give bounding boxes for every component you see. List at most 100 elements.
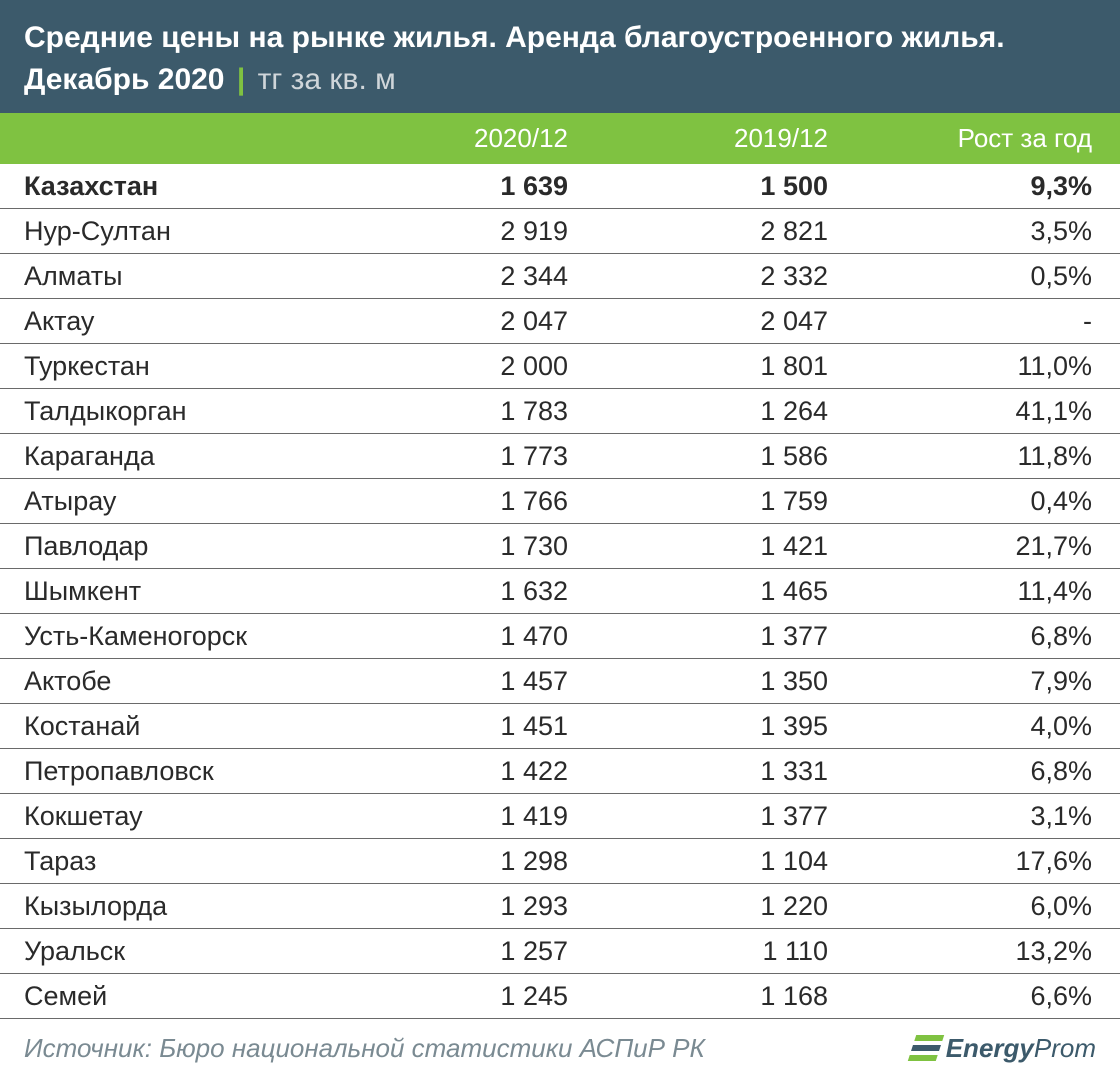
cell-2019-value: 1 377: [600, 793, 860, 838]
cell-2019-value: 1 350: [600, 658, 860, 703]
cell-region-name: Туркестан: [0, 343, 340, 388]
header-title: Средние цены на рынке жилья. Аренда благ…: [24, 18, 1096, 59]
cell-region-name: Караганда: [0, 433, 340, 478]
header-unit: тг за кв. м: [258, 63, 396, 96]
footer-source: Источник: Бюро национальной статистики А…: [24, 1033, 705, 1064]
cell-2020-value: 1 766: [340, 478, 600, 523]
cell-region-name: Атырау: [0, 478, 340, 523]
cell-region-name: Кызылорда: [0, 883, 340, 928]
cell-region-name: Шымкент: [0, 568, 340, 613]
table-row: Петропавловск1 4221 3316,8%: [0, 748, 1120, 793]
cell-2019-value: 2 047: [600, 298, 860, 343]
logo-text: EnergyProm: [946, 1033, 1096, 1064]
cell-2020-value: 1 773: [340, 433, 600, 478]
table-row: Семей1 2451 1686,6%: [0, 973, 1120, 1018]
cell-growth-value: 7,9%: [860, 658, 1120, 703]
cell-growth-value: 11,4%: [860, 568, 1120, 613]
table-row: Кызылорда1 2931 2206,0%: [0, 883, 1120, 928]
energyprom-logo: EnergyProm: [912, 1033, 1096, 1064]
cell-2020-value: 1 245: [340, 973, 600, 1018]
cell-region-name: Актау: [0, 298, 340, 343]
cell-growth-value: 4,0%: [860, 703, 1120, 748]
logo-bars-icon: [907, 1035, 943, 1061]
cell-2020-value: 1 632: [340, 568, 600, 613]
col-header-2020: 2020/12: [340, 123, 600, 154]
cell-2020-value: 1 293: [340, 883, 600, 928]
header-separator: |: [237, 63, 245, 96]
cell-2020-value: 1 298: [340, 838, 600, 883]
cell-2019-value: 1 500: [600, 164, 860, 209]
cell-growth-value: 11,8%: [860, 433, 1120, 478]
cell-2019-value: 1 377: [600, 613, 860, 658]
cell-2020-value: 1 639: [340, 164, 600, 209]
cell-2020-value: 1 470: [340, 613, 600, 658]
cell-region-name: Казахстан: [0, 164, 340, 209]
table-row: Усть-Каменогорск1 4701 3776,8%: [0, 613, 1120, 658]
cell-growth-value: 0,5%: [860, 253, 1120, 298]
cell-growth-value: 9,3%: [860, 164, 1120, 209]
header-subtitle: Декабрь 2020 | тг за кв. м: [24, 63, 1096, 97]
cell-2019-value: 2 332: [600, 253, 860, 298]
table-row: Нур-Султан2 9192 8213,5%: [0, 208, 1120, 253]
cell-2019-value: 1 801: [600, 343, 860, 388]
cell-growth-value: 0,4%: [860, 478, 1120, 523]
cell-2020-value: 1 730: [340, 523, 600, 568]
cell-2020-value: 1 422: [340, 748, 600, 793]
table-row: Талдыкорган1 7831 26441,1%: [0, 388, 1120, 433]
cell-region-name: Талдыкорган: [0, 388, 340, 433]
cell-growth-value: 6,6%: [860, 973, 1120, 1018]
cell-2020-value: 1 457: [340, 658, 600, 703]
cell-region-name: Усть-Каменогорск: [0, 613, 340, 658]
table-row: Уральск1 2571 11013,2%: [0, 928, 1120, 973]
cell-2019-value: 1 421: [600, 523, 860, 568]
table-row: Казахстан1 6391 5009,3%: [0, 164, 1120, 209]
price-table: Казахстан1 6391 5009,3%Нур-Султан2 9192 …: [0, 164, 1120, 1019]
cell-2019-value: 1 331: [600, 748, 860, 793]
cell-region-name: Тараз: [0, 838, 340, 883]
footer: Источник: Бюро национальной статистики А…: [0, 1019, 1120, 1082]
cell-2019-value: 1 220: [600, 883, 860, 928]
cell-growth-value: 17,6%: [860, 838, 1120, 883]
cell-2020-value: 2 047: [340, 298, 600, 343]
cell-2019-value: 1 586: [600, 433, 860, 478]
cell-growth-value: 11,0%: [860, 343, 1120, 388]
cell-region-name: Уральск: [0, 928, 340, 973]
cell-2020-value: 1 451: [340, 703, 600, 748]
table-row: Актау2 0472 047-: [0, 298, 1120, 343]
cell-2019-value: 1 264: [600, 388, 860, 433]
table-header: Средние цены на рынке жилья. Аренда благ…: [0, 0, 1120, 113]
cell-region-name: Петропавловск: [0, 748, 340, 793]
cell-growth-value: 41,1%: [860, 388, 1120, 433]
col-header-growth: Рост за год: [860, 123, 1120, 154]
cell-region-name: Алматы: [0, 253, 340, 298]
logo-text-energy: Energy: [946, 1033, 1034, 1063]
cell-2019-value: 1 110: [600, 928, 860, 973]
cell-2020-value: 1 419: [340, 793, 600, 838]
cell-2020-value: 1 783: [340, 388, 600, 433]
table-row: Алматы2 3442 3320,5%: [0, 253, 1120, 298]
table-row: Павлодар1 7301 42121,7%: [0, 523, 1120, 568]
cell-region-name: Нур-Султан: [0, 208, 340, 253]
cell-growth-value: 21,7%: [860, 523, 1120, 568]
col-header-name: [0, 123, 340, 154]
cell-region-name: Кокшетау: [0, 793, 340, 838]
cell-2019-value: 2 821: [600, 208, 860, 253]
logo-text-prom: Prom: [1034, 1033, 1096, 1063]
table-row: Туркестан2 0001 80111,0%: [0, 343, 1120, 388]
cell-growth-value: 13,2%: [860, 928, 1120, 973]
cell-region-name: Семей: [0, 973, 340, 1018]
price-table-container: Средние цены на рынке жилья. Аренда благ…: [0, 0, 1120, 1082]
cell-region-name: Павлодар: [0, 523, 340, 568]
cell-region-name: Актобе: [0, 658, 340, 703]
cell-2020-value: 1 257: [340, 928, 600, 973]
cell-region-name: Костанай: [0, 703, 340, 748]
cell-growth-value: 6,8%: [860, 748, 1120, 793]
cell-growth-value: 3,1%: [860, 793, 1120, 838]
table-row: Атырау1 7661 7590,4%: [0, 478, 1120, 523]
table-row: Актобе1 4571 3507,9%: [0, 658, 1120, 703]
cell-2019-value: 1 104: [600, 838, 860, 883]
column-headers: 2020/12 2019/12 Рост за год: [0, 113, 1120, 164]
cell-2019-value: 1 465: [600, 568, 860, 613]
table-row: Караганда1 7731 58611,8%: [0, 433, 1120, 478]
cell-2019-value: 1 395: [600, 703, 860, 748]
